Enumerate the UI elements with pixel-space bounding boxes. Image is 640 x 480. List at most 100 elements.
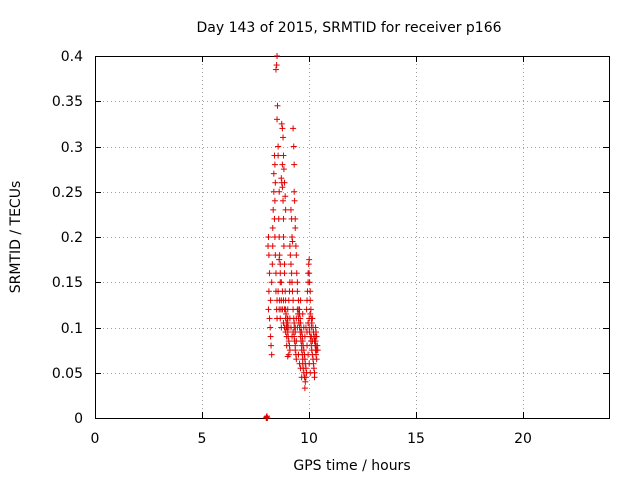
data-point <box>286 347 293 354</box>
data-points <box>263 53 321 421</box>
data-point <box>307 288 314 295</box>
data-point <box>283 310 290 317</box>
data-point <box>291 197 298 204</box>
data-point <box>265 288 272 295</box>
data-point <box>268 279 275 286</box>
data-point <box>289 238 296 245</box>
data-point <box>307 297 314 304</box>
data-point <box>280 215 287 222</box>
data-point <box>290 297 297 304</box>
data-point <box>293 270 300 277</box>
data-point <box>306 315 313 322</box>
data-point <box>290 125 297 132</box>
x-tick-label: 0 <box>91 431 100 447</box>
data-point <box>312 324 319 331</box>
data-point <box>279 161 286 168</box>
data-point <box>280 134 287 141</box>
data-point <box>279 184 286 191</box>
data-point <box>304 342 311 349</box>
data-point <box>297 297 304 304</box>
data-point <box>307 310 314 317</box>
data-point <box>305 319 312 326</box>
data-point <box>279 288 286 295</box>
data-point <box>271 197 278 204</box>
data-point <box>284 315 291 322</box>
data-point <box>305 351 312 358</box>
data-point <box>281 306 288 313</box>
data-point <box>272 179 279 186</box>
y-tick-label: 0.35 <box>52 94 83 110</box>
data-point <box>277 315 284 322</box>
data-point <box>269 243 276 250</box>
data-point <box>290 143 297 150</box>
data-point <box>274 53 281 59</box>
data-point <box>295 351 302 358</box>
y-tick-label: 0.3 <box>61 140 83 156</box>
data-point <box>275 143 282 150</box>
y-axis-label: SRMTID / TECUs <box>8 181 24 294</box>
data-point <box>276 188 283 195</box>
data-point <box>289 279 296 286</box>
data-point <box>282 329 289 336</box>
y-tick-label: 0 <box>74 411 83 427</box>
data-point <box>268 351 275 358</box>
data-point <box>269 261 276 268</box>
data-point <box>284 353 291 360</box>
data-point <box>292 329 299 336</box>
data-point <box>296 360 303 367</box>
data-point <box>298 374 305 381</box>
data-point <box>281 261 288 268</box>
data-point <box>275 152 282 159</box>
data-point <box>306 270 313 277</box>
data-point <box>282 206 289 213</box>
data-point <box>304 329 311 336</box>
data-point <box>276 256 283 263</box>
x-tick-label: 15 <box>407 431 425 447</box>
data-point <box>267 297 274 304</box>
data-point <box>266 315 273 322</box>
data-point <box>280 234 287 240</box>
data-point <box>309 338 316 345</box>
y-tick-label: 0.1 <box>61 321 83 337</box>
data-point <box>274 102 281 109</box>
data-point <box>292 215 299 222</box>
data-point <box>274 116 281 123</box>
data-point <box>278 120 285 127</box>
data-point <box>269 224 276 231</box>
data-point <box>286 243 293 250</box>
grid <box>95 56 609 418</box>
x-tick-label: 5 <box>198 431 207 447</box>
data-point <box>280 243 287 250</box>
data-point <box>265 252 272 259</box>
data-point <box>263 413 270 420</box>
data-point <box>306 256 313 263</box>
data-point <box>293 338 300 345</box>
data-point <box>294 288 301 295</box>
data-point <box>267 324 274 331</box>
data-point <box>313 356 320 363</box>
data-point <box>291 319 298 326</box>
data-point <box>278 279 285 286</box>
data-point <box>310 365 317 372</box>
data-point <box>273 62 280 69</box>
data-point <box>270 170 277 177</box>
x-tick-label: 10 <box>300 431 318 447</box>
data-point <box>291 188 298 195</box>
data-point <box>287 206 294 213</box>
data-point <box>285 338 292 345</box>
data-point <box>282 193 289 200</box>
y-tick-label: 0.15 <box>52 275 83 291</box>
data-point <box>302 378 309 385</box>
data-point <box>270 188 277 195</box>
data-point <box>267 333 274 340</box>
data-point <box>277 270 284 277</box>
data-point <box>263 414 270 421</box>
data-point <box>308 333 315 340</box>
data-point <box>293 252 300 259</box>
data-point <box>270 206 277 213</box>
data-point <box>271 161 278 168</box>
y-tick-label: 0.4 <box>61 49 83 65</box>
data-point <box>314 347 321 354</box>
data-point <box>293 315 300 322</box>
